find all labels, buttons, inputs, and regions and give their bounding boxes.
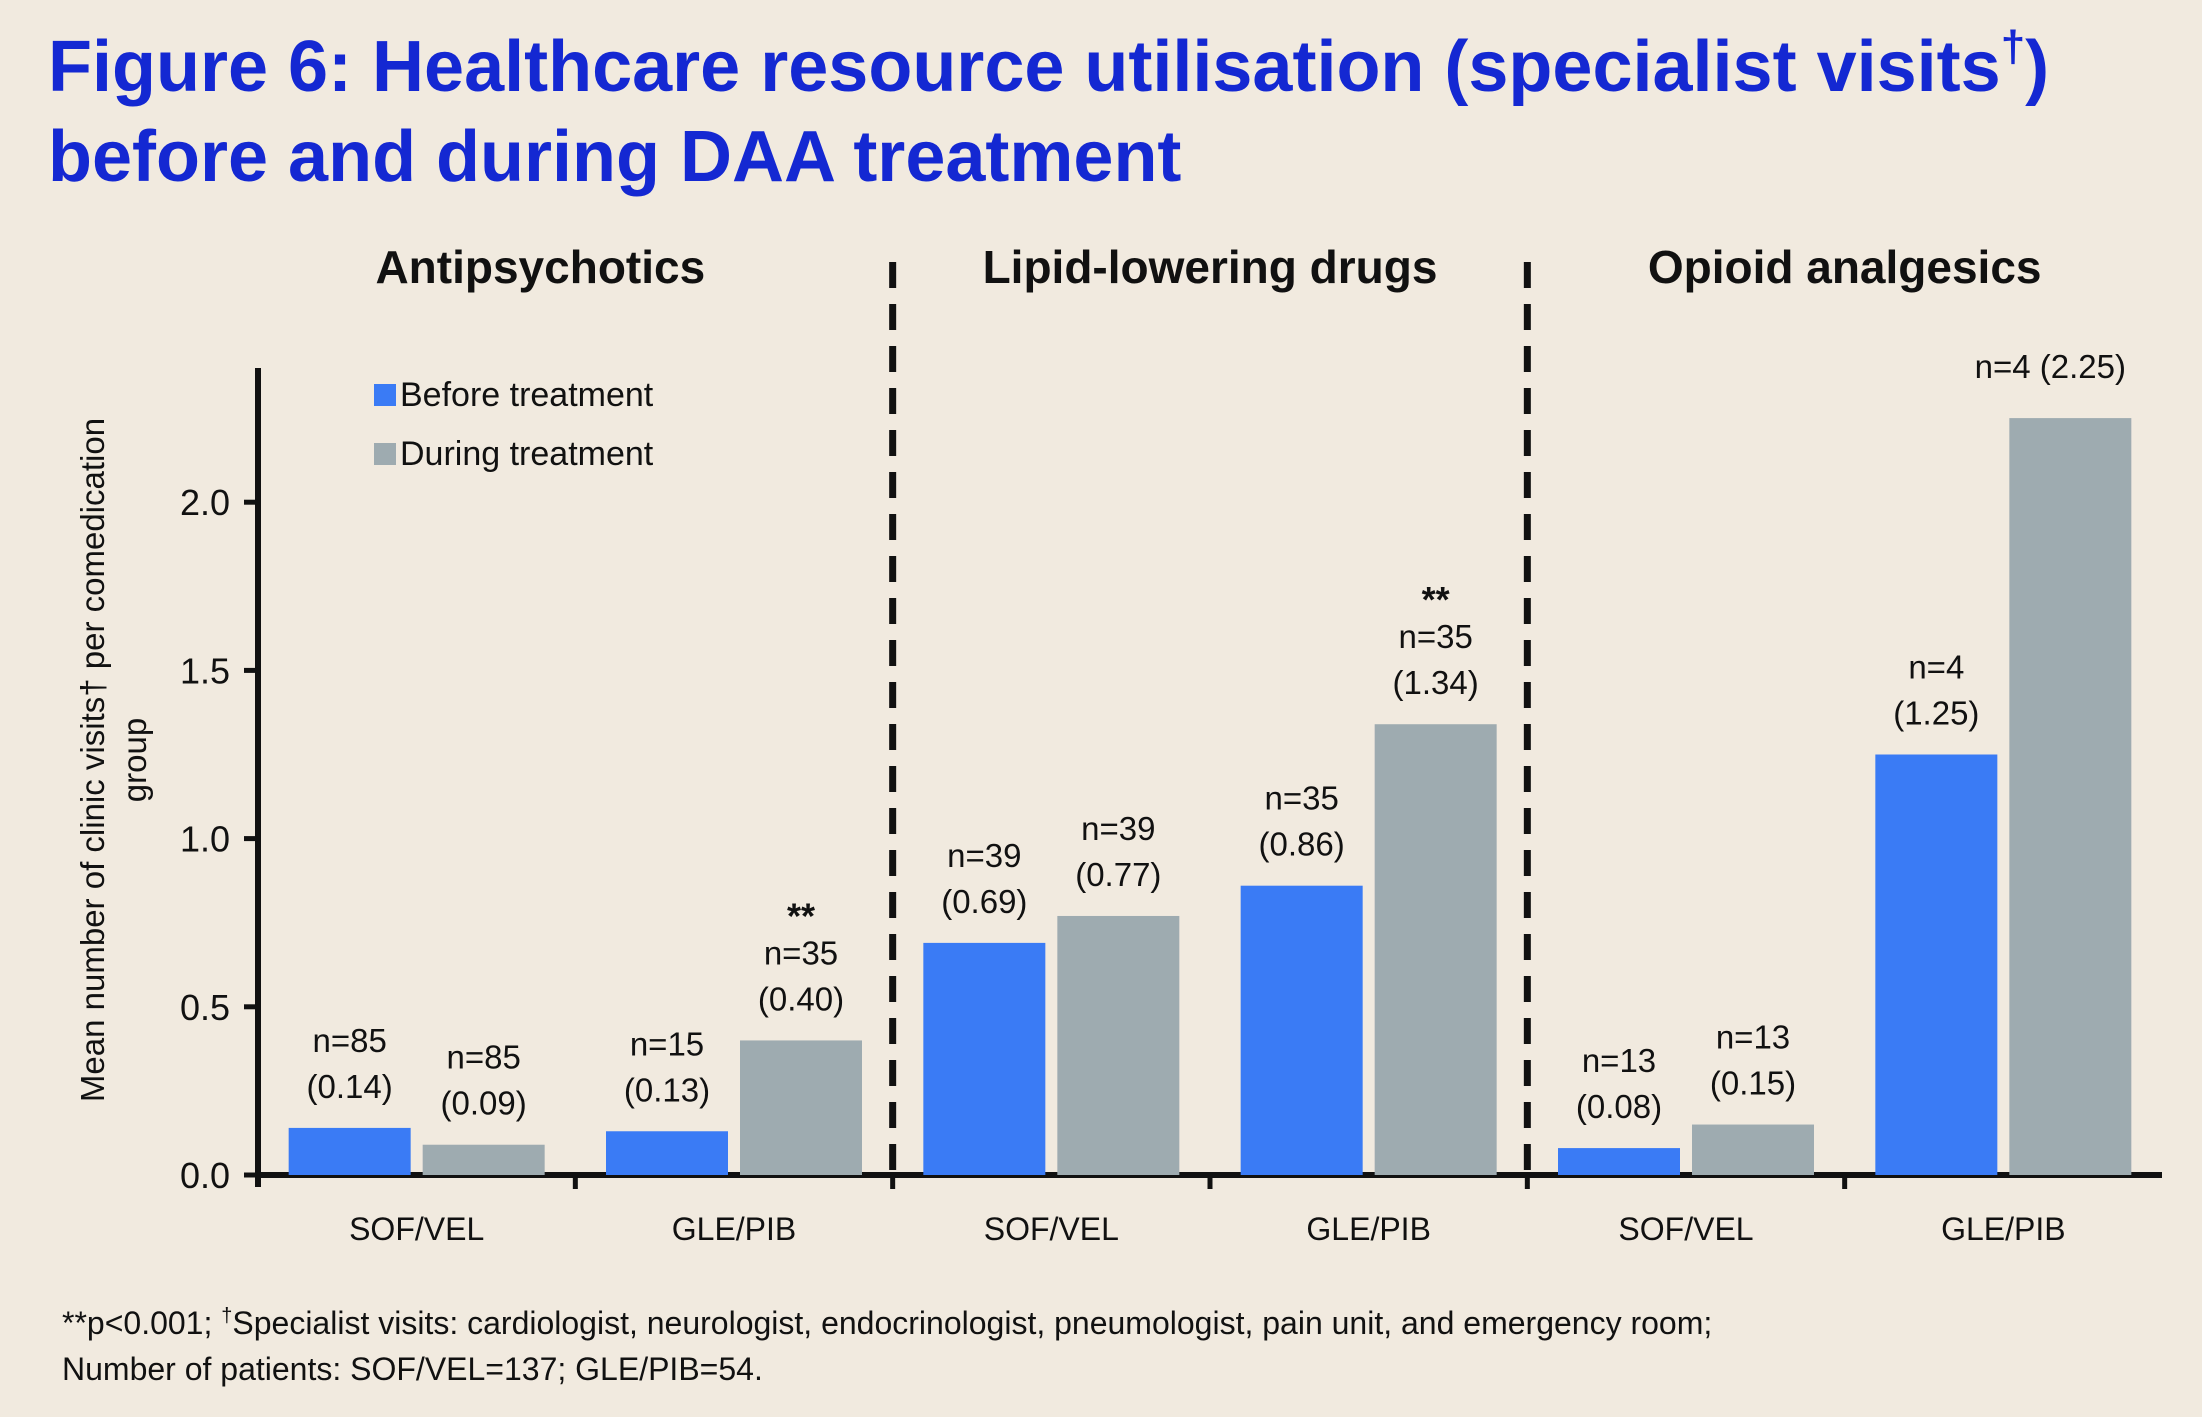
- footnote-significance: **p<0.001;: [62, 1305, 222, 1341]
- y-tick-label: 0.5: [180, 987, 230, 1028]
- bar-value-label: (1.34): [1393, 664, 1479, 701]
- bar-n-label: n=85: [446, 1039, 520, 1076]
- y-tick-label: 2.0: [180, 482, 230, 523]
- title-dagger: †: [2000, 22, 2026, 71]
- bar-n-label: n=39: [1081, 810, 1155, 847]
- footnote-line2: Number of patients: SOF/VEL=137; GLE/PIB…: [62, 1351, 763, 1387]
- bar-during-treatment: [1374, 724, 1497, 1175]
- category-label: GLE/PIB: [1941, 1211, 2066, 1247]
- legend-label: During treatment: [400, 435, 654, 473]
- bar-n-label: n=4: [1908, 649, 1964, 686]
- bar-n-label: n=13: [1582, 1042, 1656, 1079]
- bar-value-label: (1.25): [1893, 695, 1979, 732]
- category-label: SOF/VEL: [1618, 1211, 1753, 1247]
- bar-n-label: n=15: [630, 1025, 704, 1062]
- bar-value-label: (0.77): [1075, 856, 1161, 893]
- significance-marker: **: [787, 895, 815, 936]
- y-tick-label: 1.0: [180, 819, 230, 860]
- bar-value-label: (0.15): [1710, 1065, 1796, 1102]
- bar-before-treatment: [1240, 885, 1363, 1175]
- bar-before-treatment: [1558, 1148, 1680, 1175]
- title-line2: before and during DAA treatment: [48, 117, 1182, 197]
- bar-before-treatment: [288, 1127, 411, 1175]
- bar-n-label: n=35: [764, 934, 838, 971]
- panel-title: Lipid-lowering drugs: [983, 241, 1438, 293]
- panel-title: Opioid analgesics: [1648, 241, 2042, 293]
- category-label: SOF/VEL: [349, 1211, 484, 1247]
- footnote-line1: Specialist visits: cardiologist, neurolo…: [232, 1305, 1713, 1341]
- bar-n-label: n=39: [947, 837, 1021, 874]
- footnote: **p<0.001; †Specialist visits: cardiolog…: [62, 1300, 2162, 1392]
- legend-swatch: [374, 443, 396, 465]
- bar-n-label: n=35: [1264, 780, 1338, 817]
- bar-value-label: (0.09): [441, 1085, 527, 1122]
- bar-value-label: (0.08): [1576, 1088, 1662, 1125]
- panel-title: Antipsychotics: [375, 241, 705, 293]
- bar-during-treatment: [422, 1144, 545, 1175]
- bar-value-label: (0.14): [307, 1068, 393, 1105]
- bar-value-label: (0.86): [1259, 826, 1345, 863]
- bar-during-treatment: [2009, 418, 2132, 1176]
- bar-before-treatment: [606, 1131, 728, 1175]
- bar-value-label: (0.13): [624, 1071, 710, 1108]
- y-axis-label: Mean number of clinic visits† per comedi…: [74, 418, 153, 1102]
- bar-during-treatment: [1057, 915, 1180, 1175]
- bar-before-treatment: [923, 942, 1046, 1175]
- figure-title: Figure 6: Healthcare resource utilisatio…: [48, 22, 2188, 202]
- bar-n-label: n=4 (2.25): [1975, 348, 2126, 385]
- footnote-dagger: †: [221, 1305, 233, 1327]
- category-label: GLE/PIB: [1306, 1211, 1431, 1247]
- legend-swatch: [374, 384, 396, 406]
- title-line1-end: ): [2025, 27, 2050, 107]
- bar-n-label: n=13: [1716, 1019, 1790, 1056]
- significance-marker: **: [1422, 579, 1450, 620]
- bar-before-treatment: [1875, 754, 1998, 1175]
- category-label: SOF/VEL: [984, 1211, 1119, 1247]
- bar-during-treatment: [740, 1040, 862, 1175]
- legend-label: Before treatment: [400, 376, 654, 414]
- bar-value-label: (0.40): [758, 980, 844, 1017]
- bar-during-treatment: [1692, 1124, 1814, 1175]
- y-tick-label: 0.0: [180, 1155, 230, 1196]
- bar-n-label: n=85: [312, 1022, 386, 1059]
- title-line1: Figure 6: Healthcare resource utilisatio…: [48, 27, 2001, 107]
- bar-n-label: n=35: [1398, 618, 1472, 655]
- y-tick-label: 1.5: [180, 650, 230, 691]
- bar-value-label: (0.69): [941, 883, 1027, 920]
- category-label: GLE/PIB: [672, 1211, 797, 1247]
